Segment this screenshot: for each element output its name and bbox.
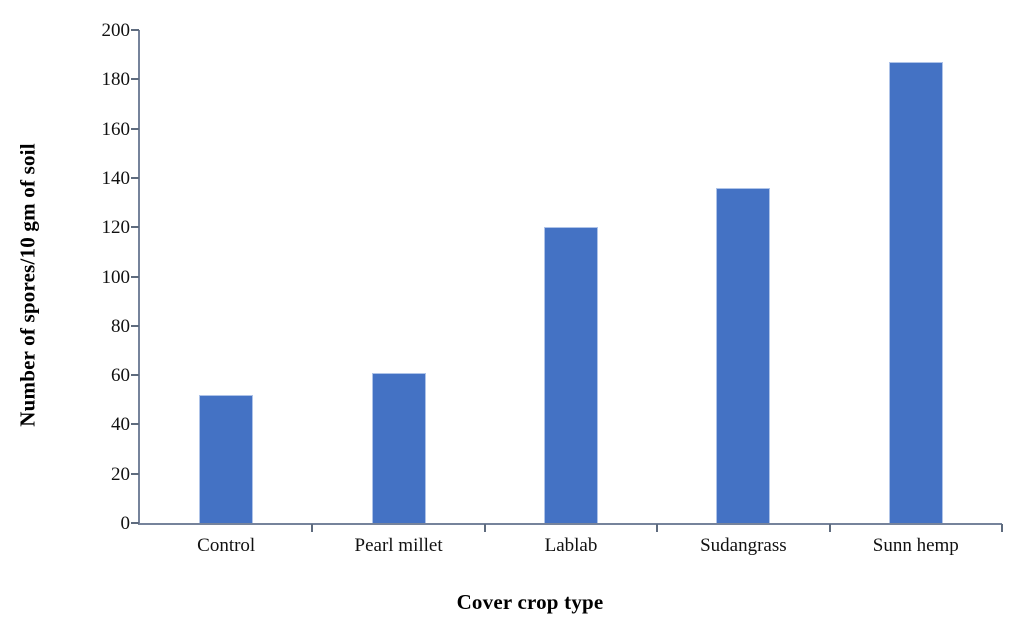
- y-axis-tick: [131, 324, 139, 327]
- y-axis-tick: [131, 472, 139, 475]
- y-axis-tick: [131, 275, 139, 278]
- x-axis-tick: [1001, 524, 1003, 532]
- y-axis-tick-label: 180: [101, 69, 131, 91]
- y-axis-tick-label: 200: [101, 20, 131, 41]
- x-axis-tick: [311, 524, 314, 532]
- y-axis-tick: [131, 78, 139, 81]
- y-axis-tick: [131, 176, 139, 179]
- y-axis-tick-label: 120: [101, 217, 131, 239]
- x-axis-tick: [483, 524, 486, 532]
- bar-control: [199, 394, 254, 523]
- x-axis-line: [138, 523, 1002, 525]
- plot-area: 0 20 40 60 80 100 120 140 160 180 200 Control Pearl…: [102, 21, 1003, 556]
- bar-sunn-hemp: [888, 62, 943, 523]
- y-axis-tick-label: 140: [101, 167, 131, 189]
- y-axis-title: Number of spores/10 gm of soil: [15, 143, 40, 427]
- y-axis-tick-label: 60: [111, 365, 130, 387]
- y-axis-tick-label: 100: [101, 266, 131, 288]
- bar-sudangrass: [716, 187, 771, 523]
- y-axis-tick-label: 80: [111, 315, 130, 337]
- y-axis-tick-label: 160: [101, 118, 131, 140]
- y-axis-line: [138, 30, 140, 523]
- y-axis-tick: [131, 29, 139, 31]
- x-category-label: Pearl millet: [354, 535, 443, 556]
- x-category-label: Control: [197, 535, 256, 556]
- y-axis-tick: [131, 374, 139, 377]
- bar-lablab: [544, 227, 598, 523]
- x-category-label: Sunn hemp: [872, 535, 959, 556]
- y-axis-tick-label: 20: [111, 463, 130, 485]
- bar-pearl-millet: [371, 372, 426, 523]
- y-axis-tick-label: 0: [120, 513, 131, 534]
- y-axis-tick: [131, 226, 139, 229]
- y-axis-tick-label: 40: [111, 414, 130, 436]
- x-axis-title: Cover crop type: [456, 590, 604, 614]
- x-axis-tick: [656, 524, 659, 532]
- x-category-label: Lablab: [544, 535, 598, 556]
- x-axis-tick: [828, 524, 831, 532]
- y-axis-tick: [131, 522, 139, 524]
- y-axis-tick: [131, 127, 139, 130]
- x-category-label: Sudangrass: [700, 535, 787, 556]
- y-axis-tick: [131, 423, 139, 426]
